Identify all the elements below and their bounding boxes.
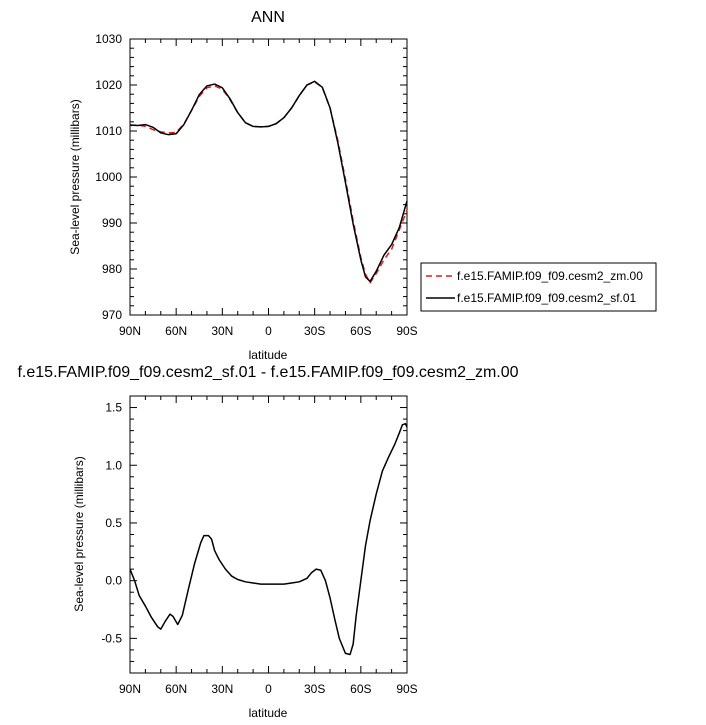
legend-box bbox=[420, 262, 657, 312]
series-group bbox=[129, 80, 408, 284]
x-tick-label: 0 bbox=[265, 682, 272, 696]
x-tick-label: 30N bbox=[211, 324, 233, 338]
x-tick-label: 60N bbox=[165, 682, 187, 696]
x-axis: 90N 60N 30N 0 30S 60S 90S bbox=[119, 396, 418, 696]
chart-title: ANN bbox=[251, 9, 285, 26]
x-axis-label: latitude bbox=[249, 348, 288, 362]
y-tick-label: 1000 bbox=[95, 170, 122, 184]
series-line-a bbox=[129, 422, 408, 656]
y-axis: 970 980 990 1000 1010 1020 1030 bbox=[95, 32, 407, 322]
x-tick-label: 90S bbox=[396, 324, 417, 338]
panel-top: ANN 970 980 990 1000 1010 1020 1030 90N 60N 30N 0… bbox=[68, 9, 657, 362]
legend-entry-zm: f.e15.FAMIP.f09_f09.cesm2_zm.00 bbox=[457, 269, 643, 283]
legend: f.e15.FAMIP.f09_f09.cesm2_zm.00 f.e15.FA… bbox=[420, 262, 657, 312]
y-tick-label: 970 bbox=[102, 308, 122, 322]
y-axis-label: Sea-level pressure (millibars) bbox=[72, 456, 86, 611]
x-tick-label: 30N bbox=[211, 682, 233, 696]
x-tick-label: 90N bbox=[119, 682, 141, 696]
y-tick-label: 1010 bbox=[95, 124, 122, 138]
series-line-a bbox=[129, 81, 408, 284]
y-tick-label: 1020 bbox=[95, 78, 122, 92]
y-tick-label: 1.5 bbox=[105, 401, 122, 415]
y-tick-label: 990 bbox=[102, 216, 122, 230]
x-tick-label: 60S bbox=[350, 682, 371, 696]
y-axis-label: Sea-level pressure (millibars) bbox=[68, 99, 82, 254]
y-tick-label: 980 bbox=[102, 262, 122, 276]
y-tick-label: 1.0 bbox=[105, 458, 122, 472]
y-tick-label: 0.5 bbox=[105, 516, 122, 530]
x-axis-label: latitude bbox=[249, 706, 288, 720]
chart-title: f.e15.FAMIP.f09_f09.cesm2_sf.01 - f.e15.… bbox=[17, 364, 518, 381]
x-tick-label: 60S bbox=[350, 324, 371, 338]
y-axis: -0.5 0.0 0.5 1.0 1.5 bbox=[101, 401, 407, 662]
x-tick-label: 0 bbox=[265, 324, 272, 338]
x-tick-label: 90N bbox=[119, 324, 141, 338]
x-tick-label: 60N bbox=[165, 324, 187, 338]
y-tick-label: 0.0 bbox=[105, 574, 122, 588]
x-tick-label: 30S bbox=[304, 682, 325, 696]
series-group bbox=[129, 422, 408, 656]
x-axis: 90N 60N 30N 0 30S 60S 90S bbox=[119, 39, 418, 338]
plot-frame bbox=[129, 395, 408, 674]
x-tick-label: 30S bbox=[304, 324, 325, 338]
series-line-b bbox=[129, 80, 408, 283]
y-tick-label: -0.5 bbox=[101, 631, 122, 645]
legend-entry-sf: f.e15.FAMIP.f09_f09.cesm2_sf.01 bbox=[457, 291, 637, 305]
y-tick-label: 1030 bbox=[95, 32, 122, 46]
panel-bottom: f.e15.FAMIP.f09_f09.cesm2_sf.01 - f.e15.… bbox=[17, 364, 518, 720]
x-tick-label: 90S bbox=[396, 682, 417, 696]
